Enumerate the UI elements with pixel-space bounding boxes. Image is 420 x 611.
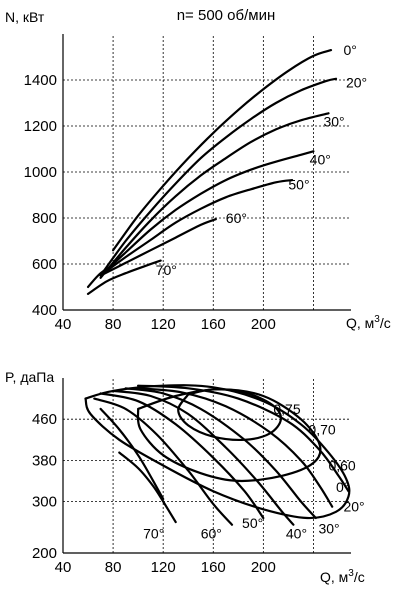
pressure-chart-grid [63,378,351,553]
pressure-series-line [137,387,334,508]
pressure-y-tick-label: 200 [32,545,57,562]
pressure-chart-axes [62,378,351,554]
pressure-series-label: 60° [201,525,222,541]
power-series-label: 0° [343,42,356,58]
efficiency-contours [84,384,351,520]
pressure-x-axis-label-main: Q, м [320,569,348,585]
power-y-tick-label: 1200 [24,118,57,135]
pressure-x-axis-label-tail: /с [354,569,365,585]
efficiency-label: 0,75 [273,401,300,417]
power-chart-axes [62,34,351,311]
power-x-axis-label: Q, м3/с [346,314,391,331]
pressure-series-line [124,387,317,520]
pressure-y-axis-label: P, даПа [5,369,54,385]
power-x-axis-label-main: Q, м [346,315,374,331]
efficiency-label: 0,70 [308,421,335,437]
power-chart-curves [86,49,338,295]
pressure-y-tick-label: 380 [32,452,57,469]
power-chart-series-labels: 0° 20° 30° 40°50° 60° 70° [156,42,368,278]
power-series-line [86,259,162,295]
pressure-series-line [112,389,295,526]
pressure-x-tick-label: 120 [151,559,176,576]
pressure-series-label: 30° [318,520,339,536]
pressure-chart-curves [93,384,350,526]
pressure-series-line [137,384,350,493]
pressure-series-line [118,451,177,524]
pressure-series-label: 40° [286,525,307,541]
power-chart: 40 80 120 160 200 400 600 800 1000 1200 1400 0° 20°… [5,9,391,333]
pressure-series-label: 50° [242,515,263,531]
efficiency-label: 0,60 [328,458,355,474]
power-series-label: 70° [156,262,177,278]
pressure-series-line [99,392,265,520]
pressure-x-tick-label: 160 [201,559,226,576]
power-series-line [99,150,315,277]
power-y-tick-label: 400 [32,302,57,319]
power-x-tick-label: 160 [201,316,226,333]
power-series-label: 40° [310,151,331,167]
power-series-line [99,179,294,277]
power-series-label: 50° [288,177,309,193]
power-series-line [99,112,330,279]
power-x-tick-label: 200 [251,316,276,333]
power-series-line [112,49,333,252]
power-x-axis-label-tail: /с [380,315,391,331]
pressure-chart: 40 80 120 160 200 200 300 380 460 0° 20°30° 40° 50°… [5,369,365,585]
power-x-tick-label: 120 [151,316,176,333]
power-series-label: 60° [226,210,247,226]
power-series-line [99,77,338,277]
pressure-x-axis-label-sup: 3 [348,568,354,579]
power-x-tick-label: 40 [55,316,72,333]
pressure-chart-tick-labels: 40 80 120 160 200 200 300 380 460 [32,411,276,576]
power-chart-tick-labels: 40 80 120 160 200 400 600 800 1000 1200 1400 [24,72,276,333]
power-x-tick-label: 80 [105,316,122,333]
pressure-x-tick-label: 40 [55,559,72,576]
power-y-tick-label: 600 [32,256,57,273]
pressure-chart-series-labels: 0° 20°30° 40° 50° 60° 70° [143,479,365,541]
power-y-axis-label: N, кВт [5,9,45,25]
power-y-tick-label: 800 [32,210,57,227]
power-series-line [86,262,117,289]
chart-title: n= 500 об/мин [177,7,276,24]
power-series-label: 20° [346,74,367,90]
power-y-tick-label: 1400 [24,72,57,89]
pressure-series-line [93,397,234,526]
pressure-series-line [99,407,165,501]
pressure-x-axis-label: Q, м3/с [320,568,365,585]
power-series-label: 30° [323,113,344,129]
efficiency-labels: 0,75 0,70 0,60 [273,401,356,474]
power-x-axis-label-sup: 3 [374,314,380,325]
pressure-series-label: 0° [336,479,349,495]
efficiency-contour [84,384,351,520]
pressure-y-tick-label: 460 [32,411,57,428]
power-series-line [99,218,217,277]
pressure-x-tick-label: 80 [105,559,122,576]
power-y-tick-label: 1000 [24,164,57,181]
pressure-series-label: 20° [343,499,364,515]
pressure-series-label: 70° [143,525,164,541]
pressure-x-tick-label: 200 [251,559,276,576]
pressure-y-tick-label: 300 [32,494,57,511]
